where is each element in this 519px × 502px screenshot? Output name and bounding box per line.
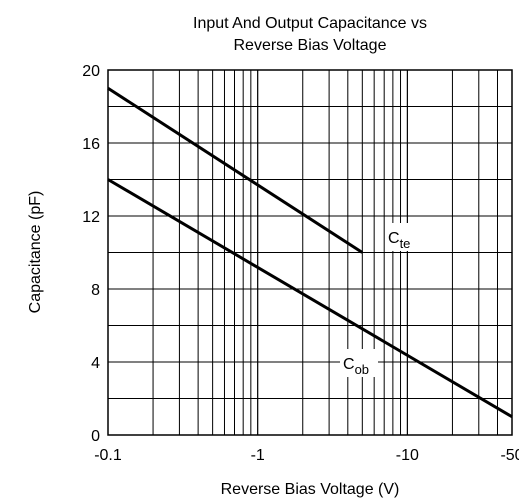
series-line [107, 86, 364, 254]
x-tick-label: -1 [251, 447, 265, 464]
x-axis-label: Reverse Bias Voltage (V) [221, 481, 400, 498]
series-line [107, 178, 513, 419]
series-label-sub: te [400, 236, 411, 251]
label-bg [340, 349, 378, 377]
x-tick-label: -50 [500, 447, 519, 464]
x-tick-label: -0.1 [94, 447, 122, 464]
y-tick-label: 12 [82, 209, 100, 226]
series-label: Cte [388, 230, 410, 251]
y-tick-label: 20 [82, 63, 100, 80]
y-tick-label: 8 [91, 282, 100, 299]
chart-title: Input And Output Capacitance vs [193, 15, 427, 32]
series-label-main: C [343, 356, 355, 373]
y-axis-label: Capacitance (pF) [27, 191, 44, 314]
y-tick-label: 0 [91, 428, 100, 445]
plot-frame [107, 69, 513, 436]
series-label-sub: ob [355, 362, 369, 377]
chart-title: Reverse Bias Voltage [234, 37, 387, 54]
x-tick-label: -10 [396, 447, 419, 464]
y-tick-label: 16 [82, 136, 100, 153]
series-label: Cob [343, 356, 369, 377]
y-tick-label: 4 [91, 355, 100, 372]
series-label-main: C [388, 230, 400, 247]
label-bg [385, 223, 423, 251]
